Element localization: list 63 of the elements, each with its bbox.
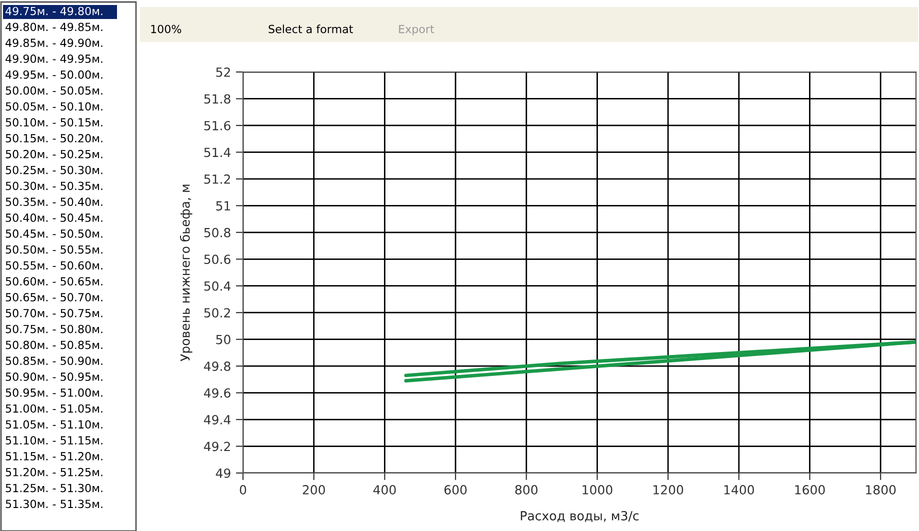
text: 49.90м. - 49.95м. bbox=[6, 54, 102, 63]
text: 50.75м. - 50.80м. bbox=[6, 324, 102, 334]
x-tick-label: 1000 bbox=[582, 485, 612, 494]
x-tick-label: 200 bbox=[302, 485, 325, 494]
text: 50.10м. - 50.15м. bbox=[6, 118, 102, 127]
x-tick-label: 1200 bbox=[654, 485, 684, 494]
text: Select a format bbox=[268, 24, 353, 34]
y-tick-label: 50 bbox=[216, 334, 230, 344]
text: 50.30м. - 50.35м. bbox=[6, 182, 102, 190]
text: 50.15м. - 50.20м. bbox=[6, 134, 102, 142]
text: 50.25м. - 50.30м. bbox=[6, 166, 102, 174]
y-tick-label: 51.4 bbox=[204, 148, 230, 158]
y-tick-label: 49 bbox=[216, 468, 230, 478]
y-tick-label: 50.2 bbox=[204, 308, 230, 318]
text: 50.20м. - 50.25м. bbox=[6, 150, 102, 158]
text: 100% bbox=[151, 24, 182, 34]
text: 49.75м. - 49.80м. bbox=[6, 6, 102, 16]
text: 51.25м. - 51.30м. bbox=[6, 484, 102, 492]
y-tick-label: 52 bbox=[216, 67, 230, 77]
y-tick-label: 51.6 bbox=[204, 120, 230, 130]
y-tick-label: 51.2 bbox=[204, 174, 230, 184]
y-tick-label: 49.4 bbox=[204, 415, 230, 424]
text: 51.10м. - 51.15м. bbox=[6, 436, 102, 445]
x-tick-label: 600 bbox=[444, 485, 467, 494]
x-tick-label: 1600 bbox=[795, 485, 825, 494]
y-tick-label: 50.6 bbox=[204, 254, 230, 264]
text: 51.20м. - 51.25м. bbox=[6, 468, 102, 476]
text: 50.05м. - 50.10м. bbox=[6, 102, 102, 111]
text: 50.85м. - 50.90м. bbox=[6, 356, 102, 366]
text: 50.90м. - 50.95м. bbox=[6, 372, 102, 381]
x-tick-label: 0 bbox=[240, 485, 246, 494]
text: 50.35м. - 50.40м. bbox=[6, 198, 102, 206]
text: 50.50м. - 50.55м. bbox=[6, 245, 102, 254]
y-axis-title: Уровень нижнего бьефа, м bbox=[180, 184, 192, 362]
text: 51.00м. - 51.05м. bbox=[6, 404, 102, 413]
text: 51.30м. - 51.35м. bbox=[6, 500, 102, 508]
text: 50.55м. - 50.60м. bbox=[6, 261, 102, 270]
x-tick-label: 400 bbox=[373, 485, 396, 494]
text: 49.95м. - 50.00м. bbox=[6, 70, 102, 79]
text: 49.80м. - 49.85м. bbox=[6, 22, 102, 32]
x-tick-label: 800 bbox=[515, 485, 538, 494]
text: 51.05м. - 51.10м. bbox=[6, 420, 102, 429]
y-tick-label: 51.8 bbox=[204, 94, 230, 104]
y-tick-label: 49.2 bbox=[204, 442, 230, 452]
text: 51.15м. - 51.20м. bbox=[6, 452, 102, 460]
x-axis-title: Расход воды, м3/с bbox=[520, 511, 639, 522]
text: 50.65м. - 50.70м. bbox=[6, 293, 102, 302]
y-tick-label: 51 bbox=[216, 201, 230, 211]
text: 50.40м. - 50.45м. bbox=[6, 214, 102, 222]
x-tick-label: 1400 bbox=[724, 485, 754, 494]
text: 50.00м. - 50.05м. bbox=[6, 86, 102, 95]
x-tick-label: 1800 bbox=[866, 485, 896, 494]
y-tick-label: 49.6 bbox=[204, 388, 230, 398]
text: 49.85м. - 49.90м. bbox=[6, 38, 102, 48]
y-tick-label: 49.8 bbox=[204, 362, 230, 371]
y-tick-label: 50.8 bbox=[204, 228, 230, 238]
text: 50.45м. - 50.50м. bbox=[6, 229, 102, 238]
text: 50.95м. - 51.00м. bbox=[6, 388, 102, 397]
text: 50.70м. - 50.75м. bbox=[6, 308, 102, 318]
y-tick-label: 50.4 bbox=[204, 281, 230, 291]
text: Export bbox=[399, 24, 434, 36]
text: 50.60м. - 50.65м. bbox=[6, 277, 102, 286]
text: 50.80м. - 50.85м. bbox=[6, 340, 102, 350]
